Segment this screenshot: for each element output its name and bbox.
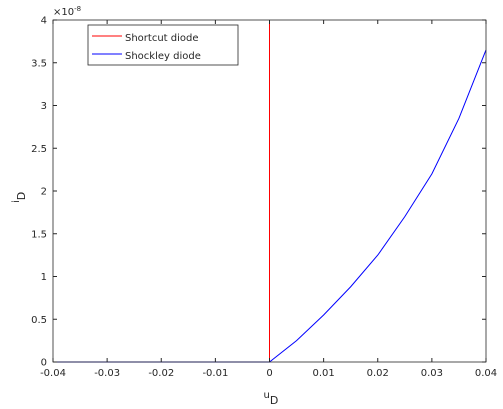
x-tick-label: -0.02 (148, 368, 174, 379)
y-tick-label: 2 (41, 187, 47, 198)
y-tick-label: 3.5 (31, 58, 47, 69)
x-axis-label: uD (264, 390, 279, 407)
x-tick-label: 0.03 (421, 368, 443, 379)
x-tick-label: 0 (266, 368, 272, 379)
y-tick-label: 1.5 (31, 229, 47, 240)
x-tick-label: -0.01 (202, 368, 228, 379)
multiplier-exp: -8 (74, 5, 81, 13)
x-tick-label: 0.01 (312, 368, 334, 379)
x-tick-label: 0.04 (475, 368, 497, 379)
y-tick-label: 0.5 (31, 315, 47, 326)
x-label-main: u (264, 390, 270, 401)
y-label-main: i (11, 200, 22, 203)
y-label-sub: D (15, 192, 28, 200)
y-tick-label: 2.5 (31, 144, 47, 155)
y-tick-label: 4 (41, 16, 47, 27)
y-tick-label: 3 (41, 101, 47, 112)
y-axis-label: iD (11, 192, 28, 203)
legend-label: Shockley diode (125, 51, 201, 62)
y-tick-label: 1 (41, 272, 47, 283)
x-label-sub: D (270, 394, 278, 407)
multiplier-base: ×10 (53, 7, 74, 18)
x-tick-label: 0.02 (367, 368, 389, 379)
y-multiplier: ×10-8 (53, 5, 81, 18)
legend-box (87, 24, 239, 66)
legend-label: Shortcut diode (125, 33, 199, 44)
y-tick-label: 0 (41, 358, 47, 369)
x-tick-label: -0.03 (94, 368, 120, 379)
x-tick-label: -0.04 (40, 368, 66, 379)
